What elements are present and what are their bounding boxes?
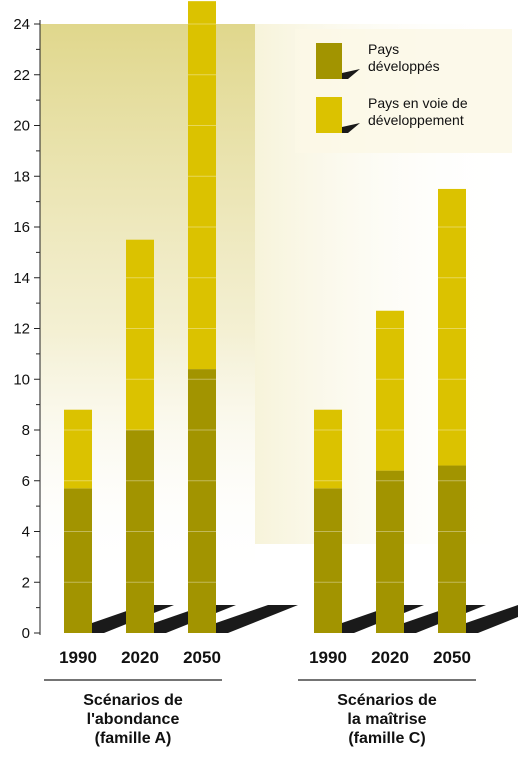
x-tick-label: 2020 [371,648,409,667]
y-tick-label: 24 [13,16,30,33]
y-tick-label: 16 [13,219,30,236]
bar-segment-developing [188,1,216,370]
bar-segment-developing [438,188,466,466]
y-tick-label: 12 [13,321,30,338]
y-tick-label: 20 [13,118,30,135]
bar-segment-developing [314,409,342,489]
bar-segment-lines [64,23,466,583]
group-label: l'abondance [87,711,180,728]
group-labels: Scénarios de l'abondance (famille A) Scénar… [44,679,476,747]
y-tick-label: 4 [22,524,30,541]
bar-segment-developed [64,488,92,633]
legend-swatch [316,43,342,79]
y-tick-label: 10 [13,371,30,388]
y-tick-label: 6 [22,473,30,490]
legend-swatch-shadow [338,69,360,79]
y-tick-label: 22 [13,67,30,84]
legend-label: développés [368,58,440,74]
x-tick-label: 2050 [433,648,471,667]
bar-segment-developed [376,470,404,633]
bar-segment-developing [126,239,154,430]
group-label: Scénarios de [337,692,437,709]
legend-label: développement [368,112,464,128]
bar-shadow [216,605,298,633]
x-tick-label: 2020 [121,648,159,667]
x-tick-label: 1990 [309,648,347,667]
y-tick-label: 18 [13,168,30,185]
legend-swatch-shadow [338,123,360,133]
group-label: (famille A) [95,730,172,747]
y-tick-label: 8 [22,422,30,439]
bar-segment-developed [314,488,342,633]
bar-segment-developed [126,430,154,633]
group-label: (famille C) [348,730,425,747]
x-tick-label: 1990 [59,648,97,667]
y-tick-label: 14 [13,270,30,287]
group-label: la maîtrise [347,711,426,728]
bars [64,1,466,633]
legend-swatch [316,97,342,133]
x-axis-labels: 1990 2020 2050 1990 2020 2050 [59,648,471,667]
x-tick-label: 2050 [183,648,221,667]
y-tick-label: 0 [22,625,30,642]
bar-segment-developed [188,369,216,633]
bar-segment-developing [376,310,404,471]
bar-segment-developed [438,465,466,633]
bar-shadow [466,605,518,633]
group-label: Scénarios de [83,692,183,709]
legend-label: Pays en voie de [368,95,468,111]
legend-label: Pays [368,41,399,57]
bar-segment-developing [64,409,92,489]
y-tick-label: 2 [22,574,30,591]
